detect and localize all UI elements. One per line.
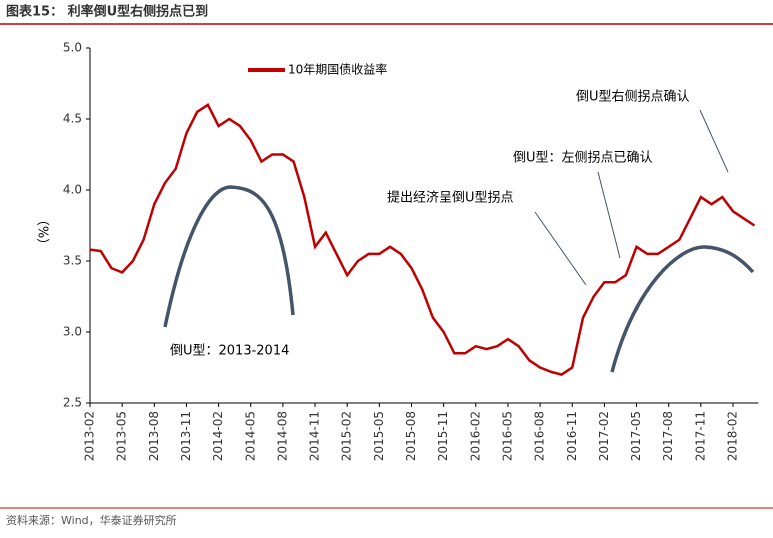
annotation: 倒U型：左侧拐点已确认 [513,151,653,166]
x-tick-label: 2015-05 [372,411,386,461]
x-tick-label: 2016-02 [468,411,482,461]
annotation: 提出经济呈倒U型拐点 [387,190,514,206]
x-tick-label: 2015-11 [436,411,450,461]
arrow [699,109,729,173]
x-tick-label: 2013-08 [147,411,161,461]
y-tick-label: 5.0 [63,41,82,55]
x-tick-label: 2013-11 [179,411,193,461]
y-tick-label: 4.0 [63,183,82,197]
annotation: 倒U型：2013-2014 [170,344,289,359]
arc [163,185,295,328]
legend-label: 10年期国债收益率 [288,62,387,77]
arc [610,245,755,373]
x-tick-label: 2017-05 [629,411,643,461]
source: 资料来源：Wind，华泰证券研究所 [6,513,177,527]
x-tick-label: 2016-11 [565,411,579,461]
x-tick-label: 2014-02 [211,411,225,461]
x-tick-label: 2015-02 [340,411,354,461]
x-tick-label: 2016-08 [533,411,547,461]
x-tick-label: 2014-05 [243,411,257,461]
x-tick-label: 2014-08 [275,411,289,461]
y-tick-label: 4.5 [63,112,82,126]
arrow [534,211,587,286]
y-tick-label: 3.5 [63,254,82,268]
x-tick-label: 2017-02 [597,411,611,461]
x-tick-label: 2017-11 [693,411,707,461]
annotation: 倒U型右侧拐点确认 [576,90,690,105]
y-tick-label: 2.5 [63,396,82,410]
y-axis-label: （%） [35,213,50,251]
arrow [597,171,621,259]
y-tick-label: 3.0 [63,325,82,339]
x-tick-label: 2017-08 [661,411,675,461]
x-tick-label: 2016-05 [500,411,514,461]
x-tick-label: 2018-02 [726,411,740,461]
x-tick-label: 2015-08 [404,411,418,461]
chart-title: 图表15： 利率倒U型右侧拐点已到 [6,4,208,20]
x-tick-label: 2013-05 [115,411,129,461]
x-tick-label: 2013-02 [83,411,97,461]
x-tick-label: 2014-11 [308,411,322,461]
line [89,102,756,376]
